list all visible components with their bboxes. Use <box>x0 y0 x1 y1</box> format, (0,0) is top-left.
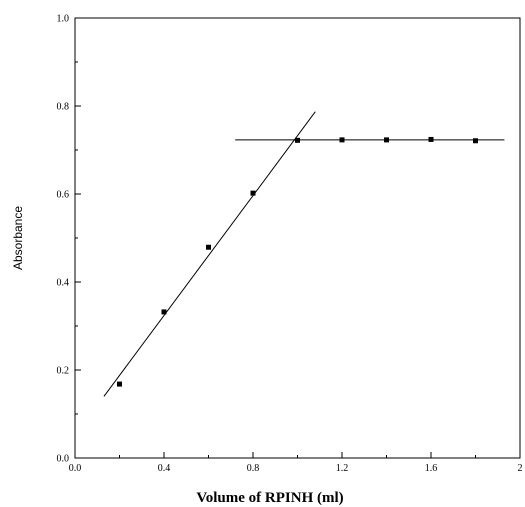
data-point <box>473 138 478 144</box>
fit-line <box>103 111 316 397</box>
y-tick-label: 0.6 <box>57 190 70 201</box>
x-tick-label: 2 <box>518 463 523 474</box>
axis-ticks <box>74 17 521 459</box>
plot-frame <box>74 17 521 459</box>
fit-lines <box>103 111 505 397</box>
y-axis-label: Absorbance <box>11 206 25 270</box>
data-point <box>161 309 167 315</box>
data-points <box>117 136 478 387</box>
data-point <box>295 137 300 143</box>
x-tick-label: 0.8 <box>247 463 260 474</box>
y-tick-labels: 0.0 0.2 0.4 0.6 0.8 1.0 <box>57 14 70 465</box>
x-axis-label: Volume of RPINH (ml) <box>196 490 343 506</box>
y-tick-label: 0.8 <box>57 102 70 113</box>
y-tick-label: 0.2 <box>57 366 70 377</box>
x-tick-label: 1.2 <box>336 463 349 474</box>
y-tick-label: 0.0 <box>57 454 70 465</box>
y-tick-label: 0.4 <box>57 278 70 289</box>
x-tick-labels: 0.0 0.4 0.8 1.2 1.6 2 <box>69 463 523 474</box>
x-tick-label: 0.4 <box>158 463 171 474</box>
y-tick-label: 1.0 <box>57 14 70 25</box>
x-tick-label: 0.0 <box>69 463 82 474</box>
data-point <box>250 190 256 196</box>
data-point <box>206 244 211 250</box>
data-point <box>117 381 122 387</box>
data-point <box>428 136 434 142</box>
data-point <box>384 137 389 143</box>
data-point <box>339 137 345 143</box>
x-tick-label: 1.6 <box>425 463 438 474</box>
